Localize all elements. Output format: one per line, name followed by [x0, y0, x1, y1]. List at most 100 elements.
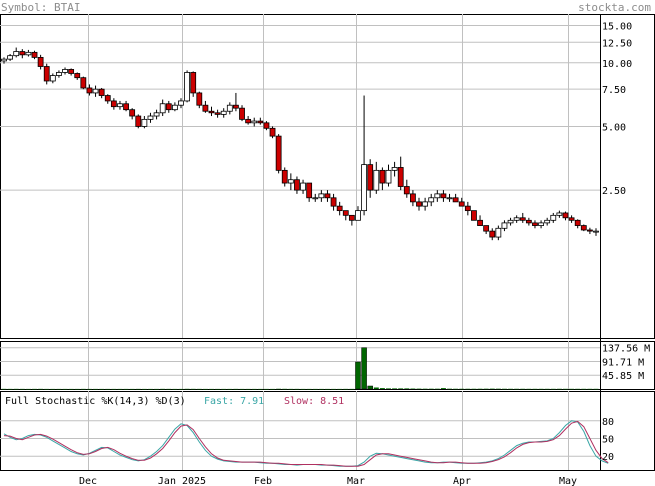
- candle-body: [257, 120, 264, 124]
- volume-bar: [514, 388, 520, 390]
- volume-bar: [459, 388, 465, 390]
- candle-body: [104, 95, 111, 102]
- volume-bar: [379, 388, 385, 389]
- candle-body: [147, 115, 154, 120]
- volume-bar: [453, 388, 459, 390]
- candle-body: [171, 104, 178, 111]
- volume-bar: [373, 387, 379, 389]
- candle-body: [13, 51, 20, 57]
- volume-bar: [270, 388, 276, 390]
- volume-bar: [337, 388, 343, 390]
- candle-body: [245, 118, 252, 124]
- stoch-tick-label: 80: [602, 417, 614, 428]
- candle-body: [92, 88, 99, 94]
- volume-bar: [569, 388, 575, 390]
- volume-bar: [209, 388, 215, 390]
- candle-body: [214, 112, 221, 115]
- volume-bar: [74, 388, 80, 390]
- volume-bar: [117, 388, 123, 390]
- volume-bar: [141, 388, 147, 390]
- volume-bar: [550, 388, 556, 390]
- volume-bar: [587, 388, 593, 390]
- candle-body: [129, 109, 136, 117]
- candle-body: [1, 58, 7, 62]
- volume-bar: [135, 388, 141, 390]
- candle-body: [135, 115, 142, 127]
- volume-bar: [32, 388, 38, 390]
- volume-bar: [99, 388, 105, 390]
- candle-body: [141, 118, 148, 127]
- candle-body: [233, 104, 239, 109]
- volume-bar: [13, 388, 19, 390]
- price-tick-label: 2.50: [602, 186, 626, 197]
- candle-body: [507, 219, 514, 224]
- candle-body: [330, 197, 337, 207]
- volume-bar: [508, 388, 514, 390]
- candle-body: [525, 219, 532, 224]
- candle-body: [275, 135, 282, 171]
- candle-body: [263, 122, 270, 129]
- month-label: May: [559, 476, 577, 486]
- volume-bars: [1, 347, 599, 390]
- volume-bar: [404, 388, 410, 389]
- candle-body: [593, 230, 599, 233]
- candle-body: [532, 222, 538, 226]
- volume-bar: [245, 388, 251, 390]
- volume-bar: [80, 388, 86, 390]
- candle-body: [324, 193, 331, 199]
- candle-body: [281, 169, 288, 184]
- volume-bar: [263, 388, 269, 390]
- volume-bar: [556, 388, 562, 390]
- candle-body: [361, 164, 367, 212]
- volume-bar: [581, 388, 587, 390]
- candle-body: [153, 112, 160, 117]
- volume-bar: [7, 388, 13, 390]
- volume-bar: [50, 388, 56, 390]
- candle-body: [538, 222, 544, 226]
- volume-bar: [312, 388, 318, 390]
- volume-bar: [62, 388, 68, 390]
- volume-bar: [355, 361, 361, 390]
- volume-bar: [324, 388, 330, 390]
- candle-body: [355, 210, 361, 221]
- month-label: Mar: [347, 476, 365, 486]
- price-tick-label: 12.50: [602, 38, 632, 49]
- volume-bar: [428, 388, 434, 390]
- chart-grid: [0, 14, 655, 471]
- volume-bar: [306, 388, 312, 390]
- volume-bar: [1, 388, 7, 390]
- volume-bar: [196, 388, 202, 390]
- volume-bar: [215, 388, 221, 390]
- volume-bar: [111, 388, 117, 390]
- volume-bar: [282, 388, 288, 390]
- volume-bar: [593, 388, 599, 390]
- candle-body: [501, 222, 508, 229]
- volume-bar: [93, 388, 99, 390]
- candle-body: [373, 169, 380, 191]
- fast-value: 7.91: [240, 396, 265, 407]
- candle-body: [586, 229, 593, 232]
- candle-body: [312, 197, 319, 200]
- volume-bar: [166, 388, 172, 390]
- brand-logo-text[interactable]: stockta.com: [578, 1, 651, 14]
- volume-bar: [300, 388, 306, 390]
- volume-bar: [489, 388, 495, 390]
- symbol-label: Symbol: BTAI: [1, 1, 81, 14]
- candle-body: [410, 193, 416, 203]
- volume-bar: [123, 388, 129, 390]
- volume-bar: [68, 388, 74, 390]
- volume-bar: [276, 388, 282, 390]
- candle-body: [477, 219, 483, 226]
- candle-body: [239, 107, 245, 120]
- candle-body: [306, 182, 313, 199]
- volume-bar: [129, 388, 135, 390]
- volume-bar: [239, 388, 245, 390]
- volume-bar: [331, 388, 337, 390]
- volume-tick-label: 137.56 M: [602, 344, 650, 355]
- candle-body: [7, 55, 14, 60]
- volume-bar: [434, 388, 440, 390]
- candle-body: [178, 100, 184, 106]
- candle-body: [98, 88, 105, 96]
- candle-body: [471, 210, 477, 221]
- candle-body: [544, 219, 551, 224]
